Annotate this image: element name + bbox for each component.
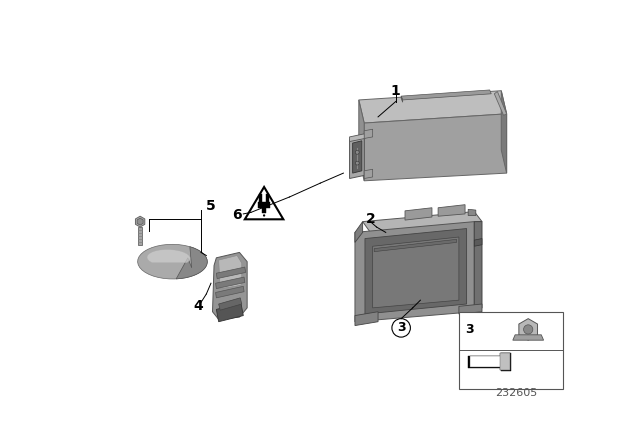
Polygon shape [401, 96, 403, 102]
Polygon shape [349, 137, 364, 178]
Polygon shape [474, 238, 482, 246]
Polygon shape [216, 267, 246, 279]
Polygon shape [349, 134, 365, 142]
Polygon shape [519, 319, 538, 340]
Polygon shape [258, 202, 270, 208]
Polygon shape [438, 205, 465, 216]
Polygon shape [137, 218, 143, 225]
Polygon shape [470, 353, 509, 370]
Polygon shape [216, 277, 245, 289]
Polygon shape [372, 237, 459, 308]
Polygon shape [468, 353, 511, 371]
Polygon shape [474, 222, 482, 312]
Polygon shape [501, 90, 507, 173]
Polygon shape [259, 194, 262, 202]
Text: 4: 4 [194, 299, 204, 313]
Polygon shape [363, 211, 482, 233]
Text: 2: 2 [365, 212, 375, 226]
Polygon shape [147, 250, 190, 263]
Circle shape [524, 325, 533, 334]
Polygon shape [468, 209, 476, 215]
Circle shape [355, 161, 359, 165]
Polygon shape [219, 298, 242, 310]
Polygon shape [355, 222, 363, 242]
Text: 3: 3 [465, 323, 474, 336]
Text: 5: 5 [206, 199, 216, 213]
Polygon shape [262, 208, 266, 213]
Circle shape [263, 214, 265, 217]
Text: 6: 6 [232, 208, 242, 223]
Polygon shape [138, 227, 143, 245]
Text: 232605: 232605 [495, 388, 538, 397]
Polygon shape [405, 208, 432, 220]
Polygon shape [245, 187, 284, 220]
Circle shape [355, 151, 359, 154]
Polygon shape [459, 304, 482, 314]
Polygon shape [364, 114, 507, 181]
Polygon shape [216, 303, 243, 322]
Polygon shape [494, 91, 507, 116]
Polygon shape [513, 335, 543, 340]
Polygon shape [219, 255, 242, 289]
Polygon shape [355, 222, 474, 322]
Polygon shape [216, 286, 244, 298]
Polygon shape [374, 239, 456, 252]
Polygon shape [353, 141, 362, 173]
Polygon shape [136, 216, 145, 227]
Polygon shape [365, 228, 467, 314]
Polygon shape [359, 100, 364, 181]
Polygon shape [364, 129, 372, 138]
Polygon shape [266, 194, 269, 202]
Text: 3: 3 [397, 321, 406, 334]
Polygon shape [138, 244, 207, 279]
Polygon shape [500, 353, 509, 370]
Polygon shape [364, 169, 372, 178]
Polygon shape [401, 90, 492, 100]
Circle shape [392, 319, 410, 337]
Bar [459, 312, 563, 389]
Polygon shape [359, 90, 507, 123]
Polygon shape [355, 312, 378, 326]
Polygon shape [176, 247, 207, 279]
Polygon shape [212, 252, 247, 319]
Text: 1: 1 [391, 84, 401, 98]
